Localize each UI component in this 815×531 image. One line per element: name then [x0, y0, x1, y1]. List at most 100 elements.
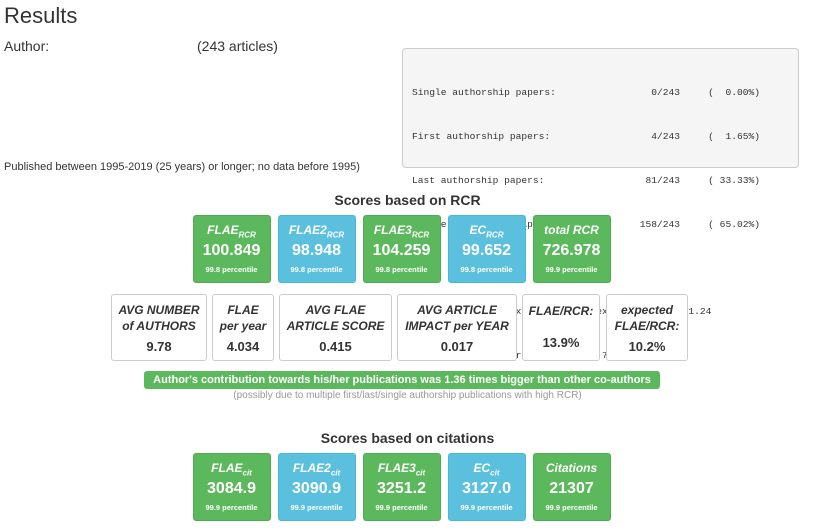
tile-percentile: 99.8 percentile — [290, 265, 343, 274]
stat-box-label: expected FLAE/RCR: — [607, 302, 687, 334]
stat-box-label: AVG NUMBER of AUTHORS — [112, 302, 206, 334]
contribution-note: (possibly due to multiple first/last/sin… — [233, 390, 582, 401]
tile-label-text: FLAE3 — [373, 223, 412, 237]
tile-label: FLAE3cit — [364, 460, 440, 478]
tile-value: 100.849 — [202, 242, 261, 259]
tile-percentile: 99.8 percentile — [460, 265, 513, 274]
summary-pct: ( 0.00%) — [708, 87, 760, 99]
tile-label-subscript: cit — [490, 468, 500, 478]
stat-box-value: 13.9% — [542, 335, 580, 350]
tile-value: 3127.0 — [462, 480, 511, 497]
stat-box-label-line1: FLAE — [227, 303, 259, 317]
tile-label: FLAEcit — [194, 460, 270, 477]
authorship-summary-box: Single authorship papers: 0/243 ( 0.00%) F… — [402, 48, 799, 361]
author-label: Author: — [4, 38, 50, 54]
tile-label: FLAERCR — [194, 222, 270, 240]
citation-score-tile: FLAEcit 3084.9 99.9 percentile — [192, 453, 271, 521]
stat-box-label-line1: AVG ARTICLE — [417, 303, 497, 317]
summary-value: 0/243 — [651, 87, 680, 99]
citation-score-tiles: FLAEcit 3084.9 99.9 percentile FLAE2cit 3090… — [0, 453, 809, 521]
tile-value: 99.652 — [462, 242, 511, 259]
tile-value: 3090.9 — [292, 480, 341, 497]
stat-box: AVG FLAE ARTICLE SCORE 0.415 — [279, 294, 392, 361]
summary-pct: ( 33.33%) — [708, 174, 760, 186]
stat-box-value: 9.78 — [146, 339, 172, 354]
rcr-score-tile: FLAERCR 100.849 99.8 percentile — [192, 215, 271, 283]
summary-pct: ( 65.02%) — [708, 218, 760, 230]
tile-value: 104.259 — [372, 242, 431, 259]
stat-box-label-line2: of AUTHORS — [122, 319, 196, 333]
stat-box-label: AVG FLAE ARTICLE SCORE — [280, 302, 391, 334]
stat-box-value: 4.034 — [226, 339, 260, 354]
stat-box: AVG ARTICLE IMPACT per YEAR 0.017 — [397, 294, 517, 361]
page-title: Results — [4, 3, 78, 28]
rcr-score-tile: FLAE2RCR 98.948 99.8 percentile — [277, 215, 356, 283]
tile-label-text: FLAE — [207, 223, 239, 237]
tile-percentile: 99.9 percentile — [205, 503, 258, 512]
tile-label-subscript: RCR — [326, 230, 345, 240]
stat-box: FLAE/RCR: 13.9% — [522, 294, 600, 361]
tile-label-subscript: cit — [415, 468, 426, 478]
stat-box-label-line1: AVG FLAE — [305, 303, 366, 317]
tile-percentile: 99.9 percentile — [460, 503, 513, 512]
tile-label-subscript: RCR — [486, 230, 504, 240]
stat-box-label-line1: expected — [620, 303, 674, 317]
stat-box: FLAE per year 4.034 — [212, 294, 274, 361]
citation-score-tile: ECcit 3127.0 99.9 percentile — [447, 453, 526, 521]
published-range: Published between 1995-2019 (25 years) o… — [4, 161, 360, 173]
summary-label: Last authorship papers: — [412, 174, 545, 186]
tile-label-subscript: RCR — [411, 230, 430, 240]
tile-value: 3084.9 — [207, 480, 256, 497]
tile-label: FLAE2cit — [279, 460, 355, 478]
stat-box-label-line2: ARTICLE SCORE — [286, 319, 385, 333]
tile-label-subscript: cit — [330, 468, 341, 478]
tile-value: 3251.2 — [377, 480, 426, 497]
tile-label-subscript: RCR — [238, 230, 256, 240]
rcr-score-tile: total RCR 726.978 99.9 percentile — [532, 215, 611, 283]
stat-box-value: 10.2% — [628, 339, 666, 354]
contribution-banner: Author's contribution towards his/her pu… — [144, 371, 660, 389]
rcr-score-tiles: FLAERCR 100.849 99.8 percentile FLAE2RCR 98.… — [0, 215, 809, 283]
stat-box-label-line1: AVG NUMBER — [118, 303, 200, 317]
tile-label: total RCR — [534, 222, 610, 238]
summary-row: First authorship papers: 4/243 ( 1.65%) — [412, 130, 789, 145]
summary-label: Single authorship papers: — [412, 87, 556, 99]
stat-box-label-line2: per year — [219, 319, 267, 333]
tile-label-text: EC — [469, 223, 487, 237]
summary-value: 4/243 — [651, 130, 680, 142]
citation-score-tile: FLAE3cit 3251.2 99.9 percentile — [362, 453, 441, 521]
stat-box-label-line1: FLAE/RCR: — [528, 304, 594, 318]
rcr-section-heading: Scores based on RCR — [334, 192, 481, 208]
stat-box-label-line2: FLAE/RCR: — [614, 319, 680, 333]
stat-box-value: 0.017 — [440, 339, 474, 354]
tile-percentile: 99.8 percentile — [205, 265, 258, 274]
stat-box-value: 0.415 — [319, 339, 352, 354]
tile-value: 98.948 — [292, 242, 341, 259]
stat-box-label: FLAE/RCR: — [523, 303, 599, 319]
tile-label: Citations — [534, 460, 610, 476]
tile-label: ECcit — [449, 460, 525, 478]
summary-row: Last authorship papers: 81/243 ( 33.33%) — [412, 174, 789, 189]
summary-value: 158/243 — [639, 218, 680, 230]
stat-box-label: FLAE per year — [213, 302, 273, 334]
tile-percentile: 99.9 percentile — [545, 265, 598, 274]
stat-box-label: AVG ARTICLE IMPACT per YEAR — [398, 302, 516, 334]
summary-label: First authorship papers: — [412, 130, 551, 142]
tile-percentile: 99.8 percentile — [375, 265, 428, 274]
tile-percentile: 99.9 percentile — [545, 503, 598, 512]
tile-label-text: Citations — [545, 461, 598, 475]
rcr-score-tile: ECRCR 99.652 99.8 percentile — [447, 215, 526, 283]
tile-label: FLAE2RCR — [279, 222, 355, 240]
tile-label: FLAE3RCR — [364, 222, 440, 240]
tile-label-text: FLAE2 — [292, 461, 331, 475]
tile-value: 21307 — [549, 480, 594, 497]
tile-label-text: FLAE2 — [288, 223, 327, 237]
citation-score-tile: FLAE2cit 3090.9 99.9 percentile — [277, 453, 356, 521]
tile-percentile: 99.9 percentile — [290, 503, 343, 512]
stat-box: AVG NUMBER of AUTHORS 9.78 — [111, 294, 207, 361]
articles-count: (243 articles) — [197, 38, 278, 54]
stat-box-label-line2: IMPACT per YEAR — [405, 319, 509, 333]
rcr-score-tile: FLAE3RCR 104.259 99.8 percentile — [362, 215, 441, 283]
tile-label-text: FLAE3 — [377, 461, 416, 475]
tile-value: 726.978 — [542, 242, 601, 259]
